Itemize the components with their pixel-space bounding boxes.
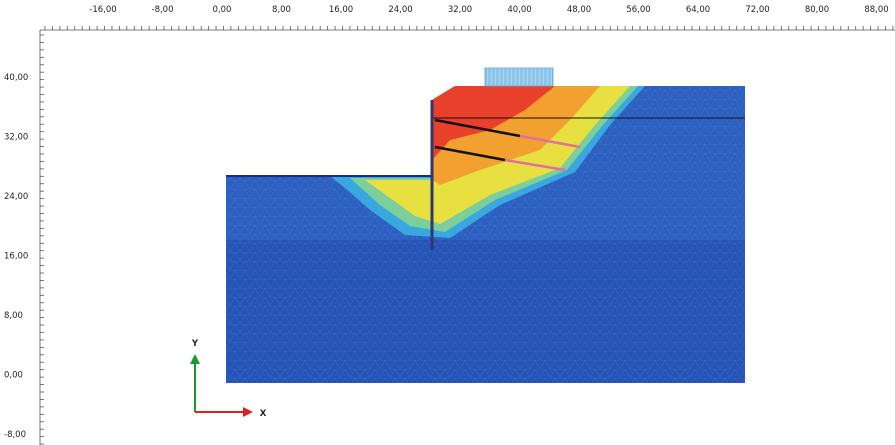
top-ruler-label: 8,00 bbox=[272, 5, 291, 15]
top-ruler-label: 40,00 bbox=[507, 5, 531, 15]
top-ruler-label: -16,00 bbox=[89, 5, 116, 15]
anchor-grout bbox=[519, 134, 581, 149]
anchor-free-length bbox=[434, 145, 506, 162]
top-ruler-label: 16,00 bbox=[329, 5, 353, 15]
left-ruler-label: 0,00 bbox=[4, 371, 23, 381]
top-ruler-label: 88,00 bbox=[864, 5, 888, 15]
anchor-grout bbox=[504, 158, 566, 172]
zone-red bbox=[432, 86, 555, 160]
left-ruler-label: -8,00 bbox=[4, 430, 26, 440]
top-ruler-label: 0,00 bbox=[213, 5, 232, 15]
left-ruler-label: 32,00 bbox=[4, 133, 28, 143]
top-ruler-label: 80,00 bbox=[805, 5, 829, 15]
left-ruler-label: 8,00 bbox=[4, 311, 23, 321]
x-axis-label: X bbox=[260, 409, 267, 419]
model bbox=[226, 67, 745, 383]
x-arrow-head bbox=[243, 407, 253, 417]
left-ruler-label: 40,00 bbox=[4, 73, 28, 83]
top-ruler-label: 32,00 bbox=[448, 5, 472, 15]
y-arrow-head bbox=[190, 354, 200, 364]
y-axis-label: Y bbox=[191, 339, 199, 349]
left-ruler-label: 24,00 bbox=[4, 192, 28, 202]
rulers: -16,00 -8,00 0,00 8,00 16,00 24,00 32,00 40,00 4… bbox=[4, 5, 895, 445]
top-ruler-label: 24,00 bbox=[388, 5, 412, 15]
surface-load bbox=[484, 67, 554, 87]
anchor-free-length bbox=[434, 118, 521, 138]
axis-indicator: Y X bbox=[190, 339, 267, 419]
top-ruler-label: -8,00 bbox=[152, 5, 174, 15]
top-ruler-label: 72,00 bbox=[745, 5, 769, 15]
top-ruler-label: 48,00 bbox=[567, 5, 591, 15]
top-ruler-label: 64,00 bbox=[686, 5, 710, 15]
top-ruler-label: 56,00 bbox=[626, 5, 650, 15]
left-ruler-label: 16,00 bbox=[4, 252, 28, 262]
mesh bbox=[226, 86, 745, 383]
